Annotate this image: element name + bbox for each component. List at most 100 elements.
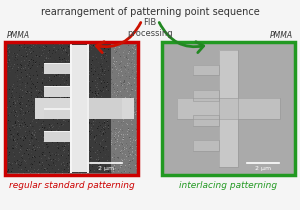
Point — [124, 113, 129, 117]
Point — [9, 72, 14, 76]
Point — [20, 138, 25, 142]
Point — [80, 65, 85, 68]
Point — [103, 73, 108, 77]
Point — [34, 43, 39, 46]
Point — [12, 153, 16, 156]
Point — [76, 144, 81, 147]
Point — [30, 69, 34, 72]
Point — [91, 73, 96, 77]
Point — [129, 42, 134, 45]
Point — [29, 166, 34, 170]
Point — [132, 65, 136, 69]
Point — [37, 92, 42, 96]
Point — [26, 169, 31, 172]
Point — [85, 165, 90, 168]
Point — [85, 92, 90, 95]
Point — [101, 110, 106, 113]
Point — [60, 106, 65, 110]
Point — [17, 117, 22, 121]
Point — [106, 60, 111, 64]
Point — [119, 60, 124, 64]
Point — [77, 155, 82, 159]
Point — [27, 142, 32, 145]
Point — [51, 132, 56, 136]
Point — [55, 165, 60, 169]
Point — [28, 123, 32, 126]
Point — [88, 105, 93, 108]
Point — [68, 124, 72, 128]
Point — [34, 84, 39, 87]
Point — [11, 144, 16, 147]
Point — [63, 100, 68, 103]
Point — [12, 68, 17, 71]
Point — [37, 161, 42, 165]
Point — [102, 148, 107, 151]
Point — [10, 163, 14, 166]
Point — [84, 155, 89, 158]
Point — [32, 133, 37, 137]
Point — [43, 68, 47, 72]
Point — [17, 92, 22, 95]
Point — [52, 130, 57, 134]
Point — [10, 155, 15, 159]
Point — [100, 110, 105, 114]
Point — [89, 89, 94, 92]
Point — [62, 168, 67, 171]
Point — [62, 87, 67, 91]
Point — [40, 153, 45, 156]
Point — [89, 73, 94, 77]
Point — [67, 127, 71, 130]
Point — [104, 63, 109, 66]
Point — [132, 64, 137, 67]
Point — [66, 92, 71, 96]
Point — [29, 111, 34, 114]
Point — [53, 129, 58, 132]
Point — [40, 156, 45, 160]
Point — [123, 85, 128, 89]
Point — [71, 41, 76, 45]
Point — [66, 107, 71, 110]
Point — [50, 123, 55, 126]
Point — [58, 61, 63, 64]
Point — [93, 106, 98, 110]
Point — [127, 98, 132, 102]
Point — [56, 130, 61, 133]
Point — [58, 64, 63, 68]
Point — [116, 71, 121, 75]
Point — [100, 58, 104, 62]
Point — [82, 49, 87, 52]
Point — [55, 113, 59, 117]
Point — [63, 167, 68, 170]
Point — [30, 89, 34, 92]
Point — [94, 85, 99, 89]
Point — [5, 165, 10, 169]
Point — [128, 152, 133, 156]
Point — [21, 50, 26, 54]
Point — [32, 144, 37, 147]
Point — [102, 127, 106, 130]
Point — [128, 108, 133, 111]
Point — [57, 104, 62, 107]
Point — [24, 168, 29, 172]
Point — [97, 45, 102, 49]
Point — [78, 153, 83, 156]
Point — [70, 137, 74, 140]
Point — [66, 170, 71, 173]
Point — [78, 130, 82, 134]
Point — [111, 96, 116, 100]
Point — [46, 144, 51, 148]
Point — [130, 104, 135, 107]
Point — [107, 163, 112, 166]
Point — [5, 147, 10, 150]
Point — [9, 100, 14, 104]
Point — [29, 96, 34, 99]
Point — [125, 110, 130, 113]
Point — [58, 131, 63, 134]
Point — [43, 84, 47, 87]
Point — [66, 156, 71, 160]
Point — [86, 130, 91, 133]
Point — [63, 143, 68, 147]
Point — [103, 70, 107, 73]
Point — [14, 66, 19, 69]
Point — [111, 57, 116, 60]
